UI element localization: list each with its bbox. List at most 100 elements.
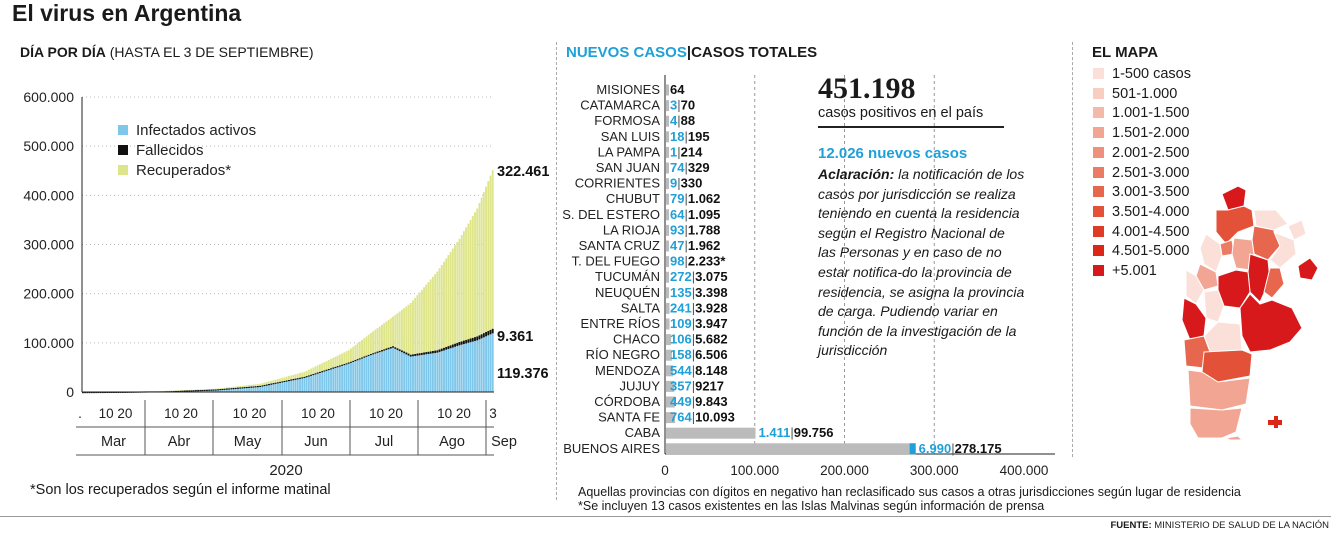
bar-activos <box>294 379 297 392</box>
bar-fallecidos <box>270 383 273 385</box>
province-values: 135|3.398 <box>670 285 728 300</box>
bar-activos <box>307 375 310 392</box>
province-new-cases: 98 <box>670 254 684 269</box>
bar-activos <box>447 348 450 392</box>
bar-activos <box>405 354 408 392</box>
bar-fallecidos <box>292 379 295 381</box>
bar-activos <box>365 356 368 392</box>
province-total-cases: 6.506 <box>695 347 728 362</box>
bar-activos <box>352 361 355 392</box>
left-footnote: *Son los recuperados según el informe ma… <box>30 482 331 498</box>
bar-activos <box>485 336 488 392</box>
bar-recuperados <box>250 384 253 387</box>
header-total-cases: CASOS TOTALES <box>691 44 818 61</box>
value-separator: | <box>684 222 687 237</box>
bar-activos <box>248 386 250 392</box>
bar-total <box>666 271 669 283</box>
bar-activos <box>245 387 248 392</box>
bar-fallecidos <box>327 368 330 371</box>
bar-fallecidos <box>208 389 211 391</box>
bar-recuperados <box>456 242 459 343</box>
map-region-tierra-del-fuego <box>1224 435 1243 440</box>
bar-activos <box>414 355 417 392</box>
province-row: SANTA FE 764|10.093 <box>598 410 735 425</box>
bar-recuperados <box>259 383 262 386</box>
bar-recuperados <box>288 376 290 380</box>
bar-activos <box>385 349 388 392</box>
bar-recuperados <box>323 362 326 371</box>
bar-fallecidos <box>95 391 98 394</box>
bar-fallecidos <box>460 341 463 345</box>
bar-fallecidos <box>177 390 180 392</box>
province-new-cases: 764 <box>670 410 692 425</box>
bar-recuperados <box>387 319 390 348</box>
bar-fallecidos <box>358 358 361 360</box>
province-values: 79|1.062 <box>670 191 720 206</box>
province-name: FORMOSA <box>594 113 660 128</box>
bar-activos <box>487 335 490 392</box>
province-values: 1|214 <box>670 144 703 159</box>
end-label-fallecidos: 9.361 <box>497 329 533 345</box>
bar-fallecidos <box>343 363 346 366</box>
bar-recuperados <box>487 181 490 331</box>
bar-fallecidos <box>310 374 313 376</box>
province-total-cases: 214 <box>681 144 703 159</box>
province-new-cases: 357 <box>670 378 692 393</box>
bar-fallecidos <box>274 382 277 384</box>
subtitle-rest: (HASTA EL 3 DE SEPTIEMBRE) <box>105 44 314 60</box>
map-legend-label: 501-1.000 <box>1112 85 1178 102</box>
bar-fallecidos <box>420 352 423 355</box>
bar-recuperados <box>312 367 315 374</box>
bar-recuperados <box>248 385 250 387</box>
bar-fallecidos <box>440 348 443 352</box>
bar-fallecidos <box>323 370 326 372</box>
bar-fallecidos <box>88 391 91 394</box>
bar-activos <box>283 381 286 392</box>
bar-fallecidos <box>383 349 386 351</box>
bar-recuperados <box>471 216 474 338</box>
map-legend-label: 2.501-3.000 <box>1112 164 1190 181</box>
bar-recuperados <box>427 282 430 352</box>
bar-fallecidos <box>248 386 250 388</box>
source-credit: FUENTE: MINISTERIO DE SALUD DE LA NACIÓN <box>1110 520 1329 531</box>
province-name: SANTA CRUZ <box>579 238 660 253</box>
province-values: 241|3.928 <box>670 300 728 315</box>
province-name: CORRIENTES <box>575 176 661 191</box>
map-region-la-rioja <box>1195 263 1219 291</box>
bar-activos <box>316 373 319 392</box>
province-row: SAN JUAN 74|329 <box>596 160 710 175</box>
bar-activos <box>290 379 293 392</box>
bar-activos <box>369 355 372 392</box>
value-separator: | <box>692 363 695 378</box>
bar-activos <box>438 351 441 392</box>
bar-fallecidos <box>199 389 202 392</box>
series-activos <box>82 333 494 393</box>
bar-activos <box>303 377 306 392</box>
map-legend-label: 2.001-2.500 <box>1112 144 1190 161</box>
bar-activos <box>427 353 430 392</box>
bar-activos <box>274 383 277 392</box>
header-separator: | <box>686 44 692 61</box>
province-total-cases: 278.175 <box>955 441 1002 456</box>
bar-activos <box>431 353 434 392</box>
bar-recuperados <box>407 304 410 354</box>
x-tick-label: 0 <box>661 463 669 478</box>
x-tick-label: 300.000 <box>910 463 959 478</box>
bar-fallecidos <box>476 336 479 341</box>
bar-recuperados <box>325 361 328 370</box>
bar-recuperados <box>232 386 235 388</box>
bar-recuperados <box>352 346 355 361</box>
province-values: 109|3.947 <box>670 316 728 331</box>
bar-recuperados <box>369 333 372 354</box>
province-name: T. DEL FUEGO <box>572 254 660 269</box>
bar-fallecidos <box>491 328 494 334</box>
province-name: MENDOZA <box>595 363 660 378</box>
bar-activos <box>221 389 224 392</box>
bar-recuperados <box>272 380 275 384</box>
bar-recuperados <box>228 387 231 389</box>
bar-recuperados <box>292 374 295 380</box>
bar-activos <box>334 367 337 392</box>
bar-activos <box>230 388 233 392</box>
year-label: 2020 <box>269 462 302 479</box>
value-separator: | <box>684 254 687 269</box>
